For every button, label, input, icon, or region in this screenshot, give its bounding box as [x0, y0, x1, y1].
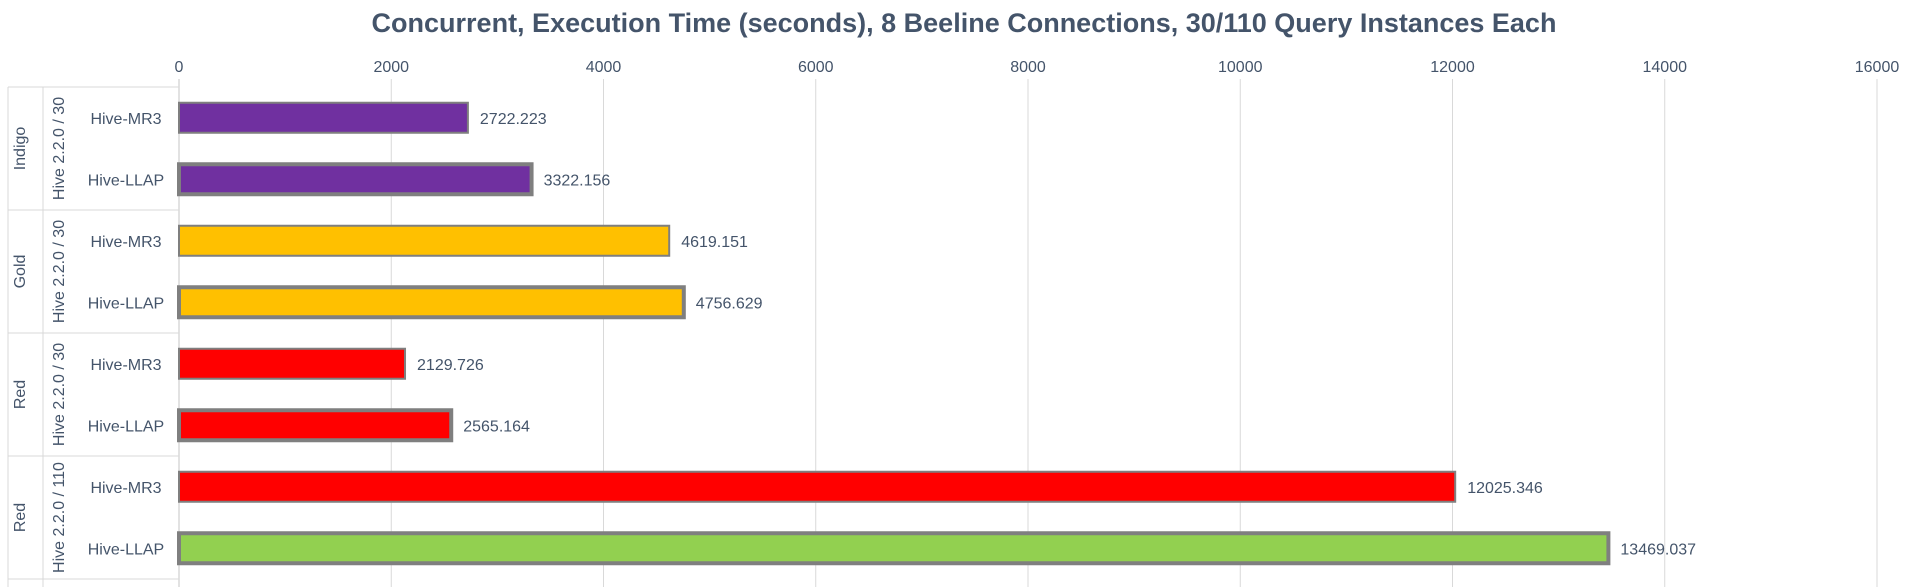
x-tick-label: 4000: [586, 59, 622, 76]
data-label: 2565.164: [463, 418, 530, 435]
x-tick-label: 2000: [373, 59, 409, 76]
config-label: Hive 2.2.0 / 30: [51, 343, 68, 446]
bar-category-label: Hive-LLAP: [88, 295, 164, 312]
data-label: 13469.037: [1620, 541, 1696, 558]
x-tick-label: 12000: [1430, 59, 1475, 76]
bar: [178, 101, 469, 134]
x-tick-label: 16000: [1855, 59, 1900, 76]
config-label: Hive 2.2.0 / 110: [51, 462, 68, 573]
bar-category-label: Hive-MR3: [90, 234, 161, 251]
gridlines: [178, 79, 1878, 587]
cluster-label: Red: [12, 503, 29, 532]
data-label: 2722.223: [480, 111, 547, 128]
bar: [177, 162, 534, 197]
data-labels: 2722.223 3322.156 4619.151 4756.629 2129.726…: [417, 111, 1696, 559]
bar-category-label: Hive-LLAP: [88, 418, 164, 435]
cluster-label: Gold: [12, 255, 29, 289]
bar: [178, 470, 1457, 503]
data-label: 12025.346: [1467, 480, 1543, 497]
bar: [177, 531, 1611, 566]
x-axis-ticks: 0 2000 4000 6000 8000 10000 12000 14000 16000: [175, 59, 1900, 76]
data-label: 3322.156: [544, 172, 611, 189]
category-axis: Indigo Hive 2.2.0 / 30 Hive-MR3 Hive-LLAP Go…: [7, 79, 180, 587]
config-label: Hive 2.2.0 / 30: [51, 97, 68, 200]
x-tick-label: 0: [175, 59, 184, 76]
data-label: 4619.151: [681, 234, 748, 251]
bar-category-label: Hive-MR3: [90, 111, 161, 128]
chart-title: Concurrent, Execution Time (seconds), 8 …: [372, 8, 1557, 38]
config-label: Hive 2.2.0 / 30: [51, 220, 68, 323]
bar: [178, 347, 407, 380]
bar-category-label: Hive-LLAP: [88, 541, 164, 558]
x-tick-label: 14000: [1643, 59, 1688, 76]
cluster-label: Red: [12, 380, 29, 409]
x-tick-label: 8000: [1010, 59, 1046, 76]
bar: [177, 408, 454, 443]
data-label: 4756.629: [696, 295, 763, 312]
bar: [177, 285, 686, 320]
data-label: 2129.726: [417, 357, 484, 374]
bar-category-label: Hive-LLAP: [88, 172, 164, 189]
bar-category-label: Hive-MR3: [90, 480, 161, 497]
bars: [177, 101, 1611, 566]
bar: [178, 224, 671, 257]
cluster-label: Indigo: [12, 127, 29, 171]
x-tick-label: 6000: [798, 59, 834, 76]
bar-category-label: Hive-MR3: [90, 357, 161, 374]
x-tick-label: 10000: [1218, 59, 1263, 76]
